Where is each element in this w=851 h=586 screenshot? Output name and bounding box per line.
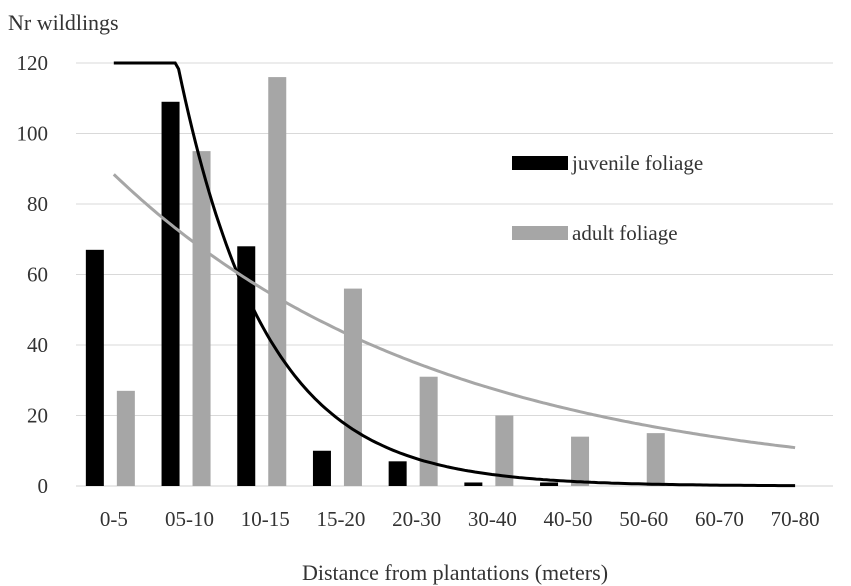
y-tick-label: 40 xyxy=(27,333,48,357)
bar-adult-50-60 xyxy=(647,433,665,486)
legend-label-juvenile: juvenile foliage xyxy=(571,151,703,175)
bar-adult-05-10 xyxy=(193,151,211,486)
x-tick-label: 0-5 xyxy=(100,507,128,531)
x-tick-label: 60-70 xyxy=(695,507,744,531)
y-tick-label: 120 xyxy=(17,51,49,75)
bar-adult-0-5 xyxy=(117,391,135,486)
y-axis-label: Nr wildlings xyxy=(8,10,119,35)
y-tick-labels: 0 20 40 60 80 100 120 xyxy=(17,51,49,498)
x-tick-label: 15-20 xyxy=(316,507,365,531)
x-tick-label: 05-10 xyxy=(165,507,214,531)
x-tick-label: 40-50 xyxy=(544,507,593,531)
x-tick-label: 10-15 xyxy=(241,507,290,531)
x-tick-label: 30-40 xyxy=(468,507,517,531)
y-tick-label: 20 xyxy=(27,404,48,428)
bar-juvenile-20-30 xyxy=(389,461,407,486)
bar-adult-10-15 xyxy=(268,77,286,486)
x-tick-label: 50-60 xyxy=(619,507,668,531)
legend: juvenile foliage adult foliage xyxy=(512,151,703,245)
bar-juvenile-0-5 xyxy=(86,250,104,486)
legend-swatch-juvenile xyxy=(512,156,568,170)
y-tick-label: 100 xyxy=(17,122,49,146)
y-tick-label: 60 xyxy=(27,263,48,287)
bar-adult-40-50 xyxy=(571,437,589,486)
bar-adult-15-20 xyxy=(344,289,362,486)
y-tick-label: 80 xyxy=(27,192,48,216)
gridlines xyxy=(76,63,833,486)
x-tick-label: 20-30 xyxy=(392,507,441,531)
bar-juvenile-05-10 xyxy=(162,102,180,486)
x-tick-label: 70-80 xyxy=(771,507,820,531)
legend-swatch-adult xyxy=(512,226,568,240)
bar-juvenile-40-50 xyxy=(540,482,558,486)
x-tick-labels: 0-5 05-10 10-15 15-20 20-30 30-40 40-50 50-60 60… xyxy=(100,507,820,531)
legend-label-adult: adult foliage xyxy=(572,221,678,245)
bar-juvenile-30-40 xyxy=(464,482,482,486)
y-tick-label: 0 xyxy=(38,474,49,498)
bars xyxy=(86,77,665,486)
x-axis-label: Distance from plantations (meters) xyxy=(302,560,608,585)
bar-juvenile-15-20 xyxy=(313,451,331,486)
bar-adult-20-30 xyxy=(420,377,438,486)
